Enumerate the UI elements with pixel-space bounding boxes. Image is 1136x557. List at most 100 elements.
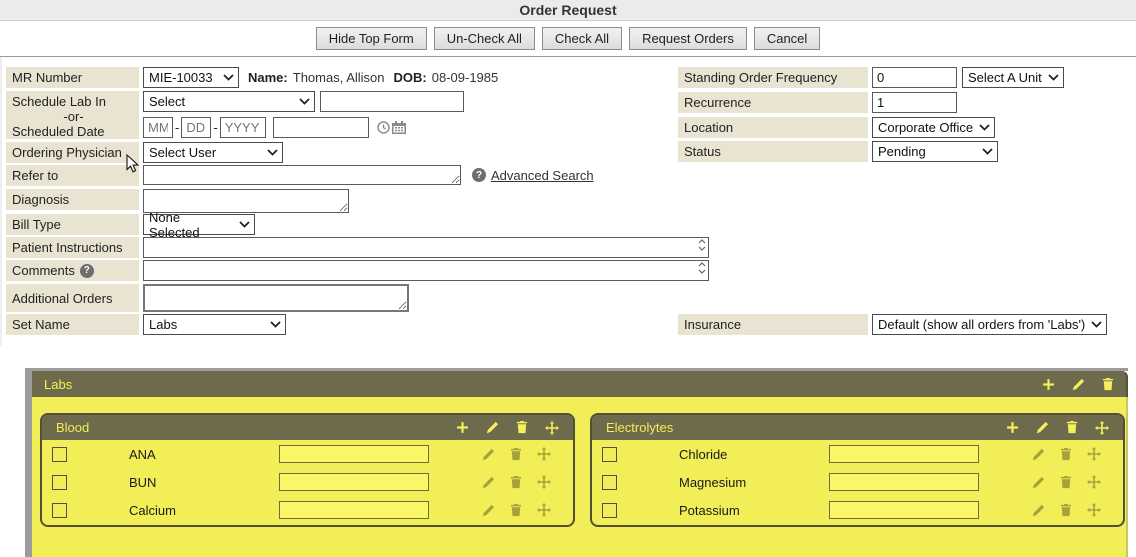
bill-type-select[interactable]: None Selected	[143, 210, 255, 240]
delete-trash-icon[interactable]	[510, 503, 522, 517]
recurrence-row: Recurrence	[678, 92, 957, 113]
delete-trash-icon[interactable]	[516, 421, 528, 434]
year-input[interactable]	[219, 117, 266, 138]
move-icon[interactable]	[1087, 475, 1101, 489]
electrolytes-panel-title: Electrolytes	[606, 420, 674, 435]
lab-checkbox[interactable]	[52, 446, 67, 462]
schedule-lab-in-select[interactable]: Select	[143, 91, 315, 112]
delete-trash-icon[interactable]	[510, 447, 522, 461]
un-check-all-button[interactable]: Un-Check All	[433, 27, 535, 50]
ordering-physician-label: Ordering Physician	[6, 142, 139, 163]
move-icon[interactable]	[545, 420, 559, 435]
add-icon[interactable]	[1006, 421, 1019, 434]
blood-panel-title: Blood	[56, 420, 90, 435]
location-select[interactable]: Corporate Office	[872, 117, 996, 138]
move-icon[interactable]	[1095, 420, 1109, 435]
lab-value-input[interactable]	[829, 473, 979, 491]
move-icon[interactable]	[537, 475, 551, 489]
chevron-down-icon	[1091, 321, 1102, 328]
refer-to-label: Refer to	[6, 165, 139, 186]
labs-body: Blood ANA BUN	[32, 397, 1128, 557]
calendar-icon[interactable]	[391, 121, 406, 134]
help-icon[interactable]: ?	[79, 263, 94, 278]
patient-instructions-label: Patient Instructions	[6, 237, 139, 258]
delete-trash-icon[interactable]	[510, 475, 522, 489]
additional-orders-input[interactable]	[143, 284, 409, 312]
edit-pencil-icon[interactable]	[482, 476, 495, 489]
order-form: MR Number MIE-10033 Name: Thomas, Alliso…	[0, 57, 1136, 347]
comments-input[interactable]	[143, 260, 709, 281]
lab-order-row: Magnesium	[592, 468, 1123, 496]
delete-trash-icon[interactable]	[1102, 377, 1114, 391]
time-input[interactable]	[272, 117, 369, 138]
lab-value-input[interactable]	[279, 445, 429, 463]
check-all-button[interactable]: Check All	[541, 27, 623, 50]
lab-checkbox[interactable]	[602, 502, 617, 518]
status-value: Pending	[878, 144, 926, 159]
help-icon[interactable]: ?	[472, 168, 486, 182]
ordering-physician-select[interactable]: Select User	[143, 142, 283, 163]
standing-order-frequency-input[interactable]	[872, 67, 957, 88]
lab-value-input[interactable]	[829, 501, 979, 519]
add-icon[interactable]	[456, 421, 469, 434]
edit-pencil-icon[interactable]	[1036, 421, 1049, 434]
set-name-select[interactable]: Labs	[143, 314, 286, 335]
delete-trash-icon[interactable]	[1060, 503, 1072, 517]
edit-pencil-icon[interactable]	[1032, 448, 1045, 461]
spinner-arrows-icon[interactable]	[698, 262, 706, 274]
refer-to-input[interactable]	[143, 165, 461, 185]
lab-value-input[interactable]	[829, 445, 979, 463]
bill-type-row: Bill Type None Selected	[6, 210, 255, 240]
move-icon[interactable]	[537, 503, 551, 517]
day-input[interactable]	[181, 117, 212, 138]
mr-number-value: MIE-10033	[149, 70, 213, 85]
lab-checkbox[interactable]	[602, 474, 617, 490]
edit-pencil-icon[interactable]	[1072, 378, 1085, 391]
labs-section: Labs Blood ANA	[25, 368, 1128, 557]
frequency-unit-value: Select A Unit	[968, 70, 1042, 85]
delete-trash-icon[interactable]	[1060, 447, 1072, 461]
chevron-down-icon	[979, 124, 990, 131]
spinner-arrows-icon[interactable]	[698, 239, 706, 251]
move-icon[interactable]	[1087, 503, 1101, 517]
lab-checkbox[interactable]	[52, 474, 67, 490]
lab-checkbox[interactable]	[52, 502, 67, 518]
clock-icon[interactable]	[376, 121, 390, 134]
recurrence-input[interactable]	[872, 92, 957, 113]
month-input[interactable]	[143, 117, 173, 138]
patient-instructions-input[interactable]	[143, 237, 709, 258]
edit-pencil-icon[interactable]	[1032, 476, 1045, 489]
edit-pencil-icon[interactable]	[482, 448, 495, 461]
lab-checkbox[interactable]	[602, 446, 617, 462]
edit-pencil-icon[interactable]	[486, 421, 499, 434]
scheduled-date-label: Scheduled Date	[12, 124, 105, 139]
date-separator: -	[213, 120, 218, 135]
insurance-value: Default (show all orders from 'Labs')	[878, 317, 1086, 332]
page-title: Order Request	[0, 0, 1136, 21]
chevron-down-icon	[270, 321, 281, 328]
lab-value-input[interactable]	[279, 473, 429, 491]
edit-pencil-icon[interactable]	[1032, 504, 1045, 517]
move-icon[interactable]	[1087, 447, 1101, 461]
chevron-down-icon	[239, 221, 250, 228]
diagnosis-label: Diagnosis	[6, 189, 139, 210]
edit-pencil-icon[interactable]	[482, 504, 495, 517]
hide-top-form-button[interactable]: Hide Top Form	[315, 27, 427, 50]
request-orders-button[interactable]: Request Orders	[629, 27, 747, 50]
status-select[interactable]: Pending	[872, 141, 998, 162]
lab-value-input[interactable]	[279, 501, 429, 519]
mr-number-select[interactable]: MIE-10033	[143, 67, 239, 88]
comments-label-cell: Comments ?	[6, 260, 139, 281]
advanced-search-link[interactable]: Advanced Search	[491, 167, 594, 183]
insurance-select[interactable]: Default (show all orders from 'Labs')	[872, 314, 1108, 335]
diagnosis-input[interactable]	[143, 189, 349, 213]
cancel-button[interactable]: Cancel	[753, 27, 821, 50]
move-icon[interactable]	[537, 447, 551, 461]
bill-type-label: Bill Type	[6, 214, 139, 235]
lab-name: Chloride	[679, 446, 728, 462]
frequency-unit-select[interactable]: Select A Unit	[962, 67, 1064, 88]
delete-trash-icon[interactable]	[1060, 475, 1072, 489]
schedule-lab-in-input[interactable]	[320, 91, 464, 112]
add-icon[interactable]	[1042, 378, 1055, 391]
delete-trash-icon[interactable]	[1066, 421, 1078, 434]
